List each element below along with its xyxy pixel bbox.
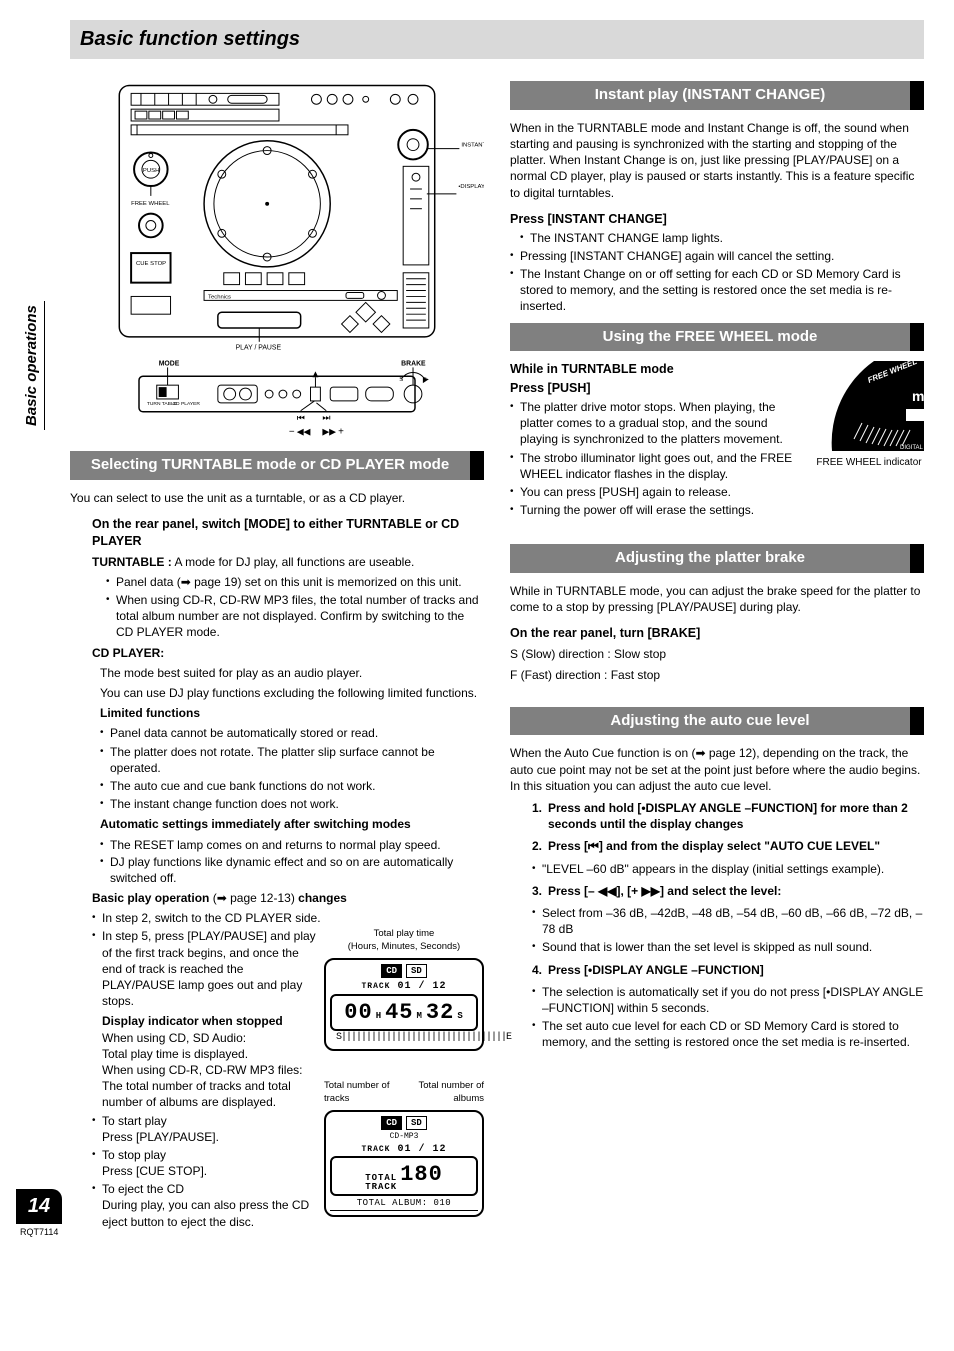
instant-sub: Press [INSTANT CHANGE] — [510, 211, 924, 228]
cue-s4: 4.Press [•DISPLAY ANGLE –FUNCTION] — [532, 962, 924, 978]
left-column: INSTANT CHANGE •DISPLAY ANGLE –FUNCTION — [70, 73, 484, 1232]
page-footer: 14 RQT7114 — [16, 1189, 62, 1238]
brake-p: While in TURNTABLE mode, you can adjust … — [510, 583, 924, 615]
svg-text:⏮: ⏮ — [297, 413, 305, 423]
turntable-bullets: Panel data (➡ page 19) set on this unit … — [70, 574, 484, 641]
auto-b1: The RESET lamp comes on and returns to n… — [100, 837, 484, 853]
brake-l2: F (Fast) direction : Fast stop — [510, 667, 924, 683]
free-bullets: The platter drive motor stops. When play… — [510, 399, 924, 518]
free-b2: The strobo illuminator light goes out, a… — [510, 450, 924, 482]
turntable-b1: Panel data (➡ page 19) set on this unit … — [106, 574, 484, 590]
page-number: 14 — [16, 1189, 62, 1224]
mode-intro: You can select to use the unit as a turn… — [70, 490, 484, 506]
cd-l2: You can use DJ play functions excluding … — [70, 685, 484, 701]
fig1-cap1: Total play time — [324, 928, 484, 941]
instant-b1: The INSTANT CHANGE lamp lights. — [520, 230, 924, 246]
basic-head: Basic play operation (➡ page 12-13) chan… — [70, 890, 484, 906]
svg-text:CUE STOP: CUE STOP — [136, 261, 166, 267]
svg-text:⏭: ⏭ — [322, 413, 330, 423]
side-tab: Basic operations — [22, 301, 45, 430]
svg-text:INSTANT CHANGE: INSTANT CHANGE — [461, 143, 484, 149]
svg-text:PLAY / PAUSE: PLAY / PAUSE — [236, 345, 282, 352]
cue-s4-b1: The selection is automatically set if yo… — [532, 984, 924, 1016]
auto-bullets: The RESET lamp comes on and returns to n… — [70, 837, 484, 887]
cue-s3-b1: Select from –36 dB, –42dB, –48 dB, –54 d… — [532, 905, 924, 937]
cue-s3-b2: Sound that is lower than the set level i… — [532, 939, 924, 955]
instant-bullets: The INSTANT CHANGE lamp lights. — [510, 230, 924, 246]
lim-b2: The platter does not rotate. The platter… — [100, 744, 484, 776]
eject-bullet: To eject the CD During play, you can als… — [92, 1181, 484, 1230]
lcd-figure-1: Total play time (Hours, Minutes, Seconds… — [324, 928, 484, 1050]
auto-head: Automatic settings immediately after swi… — [70, 816, 484, 832]
cue-s2-b1: "LEVEL –60 dB" appears in the display (i… — [532, 861, 924, 877]
svg-text:•DISPLAY ANGLE –FUNCTION: •DISPLAY ANGLE –FUNCTION — [458, 184, 484, 190]
turntable-b2: When using CD-R, CD-RW MP3 files, the to… — [106, 592, 484, 641]
instant-p: When in the TURNTABLE mode and Instant C… — [510, 120, 924, 201]
content-columns: INSTANT CHANGE •DISPLAY ANGLE –FUNCTION — [70, 73, 924, 1232]
cue-s2-bullets: "LEVEL –60 dB" appears in the display (i… — [510, 861, 924, 877]
cd-l1: The mode best suited for play as an audi… — [70, 665, 484, 681]
svg-text:MODE: MODE — [159, 360, 180, 367]
lcd1: CD SD TRACK 01 / 12 00H 45M 32S S|||||||… — [324, 958, 484, 1051]
basic-bullets: In step 2, switch to the CD PLAYER side.… — [70, 910, 484, 1230]
cue-steps: 1.Press and hold [•DISPLAY ANGLE –FUNCTI… — [510, 800, 924, 855]
right-column: Instant play (INSTANT CHANGE) When in th… — [510, 73, 924, 1232]
cue-s4-b2: The set auto cue level for each CD or SD… — [532, 1018, 924, 1050]
fig1-cap2: (Hours, Minutes, Seconds) — [324, 941, 484, 954]
cue-steps-3: 3.Press [– ◀◀], [+ ▶▶] and select the le… — [510, 883, 924, 899]
svg-text:▶▶: ▶▶ — [322, 426, 336, 436]
turntable-line: TURNTABLE : A mode for DJ play, all func… — [70, 554, 484, 570]
cue-s2: 2.Press [⏮] and from the display select … — [532, 838, 924, 854]
page-title-bar: Basic function settings — [70, 20, 924, 59]
svg-text:−: − — [289, 426, 295, 437]
turntable-label: TURNTABLE : — [92, 555, 172, 569]
free-b4: Turning the power off will erase the set… — [510, 502, 924, 518]
cue-s4-bullets: The selection is automatically set if yo… — [510, 984, 924, 1051]
auto-b2: DJ play functions like dynamic effect an… — [100, 854, 484, 886]
cue-p: When the Auto Cue function is on (➡ page… — [510, 745, 924, 794]
free-b1: The platter drive motor stops. When play… — [510, 399, 924, 448]
instant-b3: The Instant Change on or off setting for… — [510, 266, 924, 315]
cue-steps-4: 4.Press [•DISPLAY ANGLE –FUNCTION] — [510, 962, 924, 978]
limited-head: Limited functions — [70, 705, 484, 721]
cue-s3: 3.Press [– ◀◀], [+ ▶▶] and select the le… — [532, 883, 924, 899]
svg-text:S: S — [399, 377, 403, 383]
bp-b2: Total play time (Hours, Minutes, Seconds… — [92, 928, 484, 1110]
stop-bullet: To stop play Press [CUE STOP]. — [92, 1147, 484, 1179]
page-title: Basic function settings — [80, 26, 914, 53]
turntable-desc: A mode for DJ play, all functions are us… — [174, 555, 414, 569]
free-b3: You can press [PUSH] again to release. — [510, 484, 924, 500]
section-brake: Adjusting the platter brake — [510, 544, 924, 573]
svg-text:CD PLAYER: CD PLAYER — [173, 401, 201, 407]
cd-label: CD PLAYER: — [70, 645, 484, 661]
svg-text:FREE WHEEL: FREE WHEEL — [131, 201, 170, 207]
cue-s1: 1.Press and hold [•DISPLAY ANGLE –FUNCTI… — [532, 800, 924, 832]
bp-b1: In step 2, switch to the CD PLAYER side. — [92, 910, 484, 926]
brake-l1: S (Slow) direction : Slow stop — [510, 646, 924, 662]
svg-text:◀◀: ◀◀ — [297, 426, 311, 436]
cue-s3-bullets: Select from –36 dB, –42dB, –48 dB, –54 d… — [510, 905, 924, 956]
turntable-svg: INSTANT CHANGE •DISPLAY ANGLE –FUNCTION — [70, 73, 484, 443]
lim-b1: Panel data cannot be automatically store… — [100, 725, 484, 741]
doc-id: RQT7114 — [16, 1226, 62, 1238]
lim-b4: The instant change function does not wor… — [100, 796, 484, 812]
svg-text:PUSH: PUSH — [143, 168, 159, 174]
section-instant-play: Instant play (INSTANT CHANGE) — [510, 81, 924, 110]
section-selecting-mode: Selecting TURNTABLE mode or CD PLAYER mo… — [70, 451, 484, 480]
instant-b2: Pressing [INSTANT CHANGE] again will can… — [510, 248, 924, 264]
section-cue: Adjusting the auto cue level — [510, 707, 924, 736]
section-free-wheel: Using the FREE WHEEL mode — [510, 323, 924, 352]
lim-b3: The auto cue and cue bank functions do n… — [100, 778, 484, 794]
svg-text:BRAKE: BRAKE — [401, 360, 426, 367]
instant-bullets-2: Pressing [INSTANT CHANGE] again will can… — [510, 248, 924, 315]
device-diagram: INSTANT CHANGE •DISPLAY ANGLE –FUNCTION — [70, 73, 484, 443]
svg-text:Technics: Technics — [208, 294, 231, 300]
disp-stop-l3: When using CD-R, CD-RW MP3 files: — [102, 1062, 484, 1078]
limited-bullets: Panel data cannot be automatically store… — [70, 725, 484, 812]
brake-sub: On the rear panel, turn [BRAKE] — [510, 625, 924, 642]
start-bullet: To start play Press [PLAY/PAUSE]. — [92, 1113, 484, 1145]
svg-text:+: + — [338, 426, 344, 437]
mode-sub1: On the rear panel, switch [MODE] to eith… — [70, 516, 484, 550]
